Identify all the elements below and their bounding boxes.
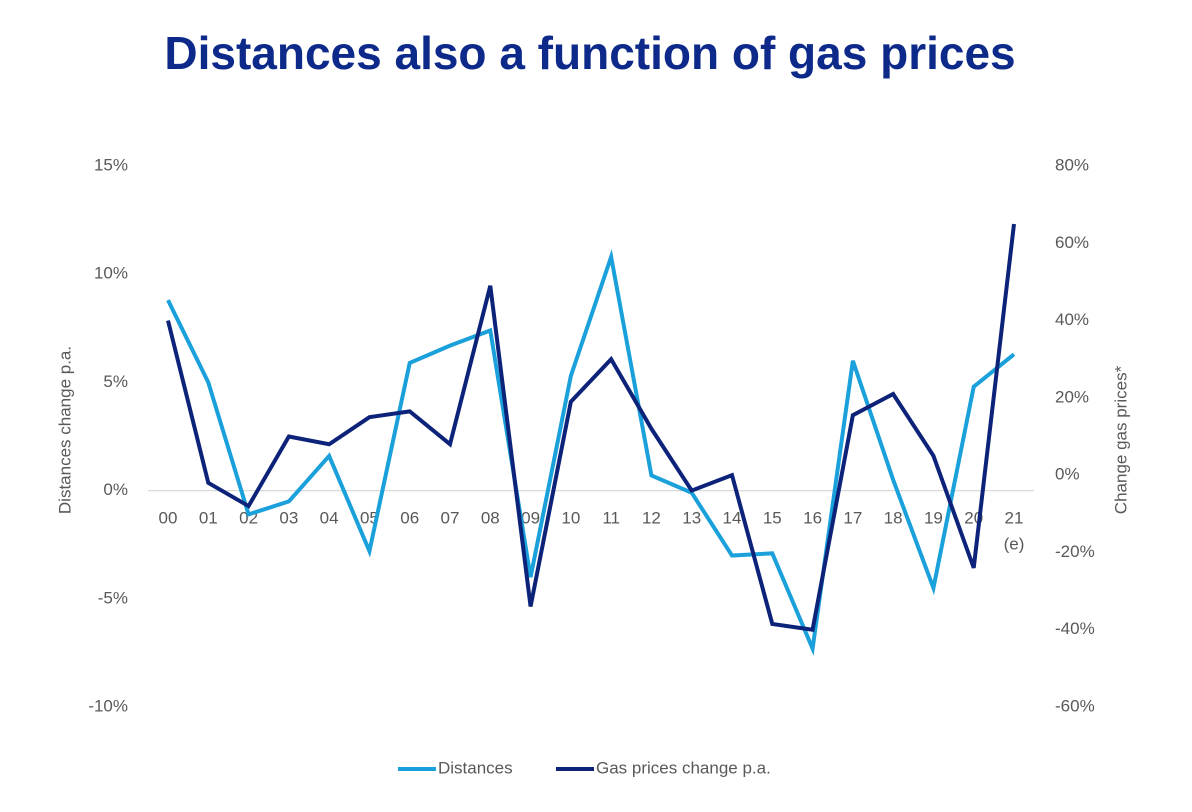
x-tick-label: 03 <box>279 508 298 527</box>
x-tick-note: (e) <box>1004 534 1025 553</box>
x-tick-label: 00 <box>159 508 178 527</box>
x-tick-label: 06 <box>400 508 419 527</box>
legend-label: Gas prices change p.a. <box>596 758 771 777</box>
y2-tick-label: -60% <box>1055 696 1095 715</box>
y2-tick-label: 60% <box>1055 233 1089 252</box>
legend-label: Distances <box>438 758 513 777</box>
y2-tick-label: 20% <box>1055 387 1089 406</box>
x-tick-label: 11 <box>602 508 620 527</box>
x-tick-label: 13 <box>682 508 701 527</box>
x-tick-label: 14 <box>723 508 742 527</box>
x-tick-label: 12 <box>642 508 661 527</box>
y-tick-label: 0% <box>103 480 128 499</box>
y2-tick-label: -20% <box>1055 542 1095 561</box>
y-tick-label: 15% <box>94 155 128 174</box>
x-tick-label: 18 <box>884 508 903 527</box>
series-line <box>166 223 1016 632</box>
y-tick-label: -5% <box>98 588 128 607</box>
x-tick-label: 19 <box>924 508 943 527</box>
x-tick-label: 21 <box>1005 508 1024 527</box>
x-tick-label: 10 <box>561 508 580 527</box>
x-tick-label: 17 <box>843 508 862 527</box>
y-axis-title: Distances change p.a. <box>55 346 74 514</box>
y-tick-label: 5% <box>103 372 128 391</box>
x-tick-label: 15 <box>763 508 782 527</box>
x-tick-label: 04 <box>320 508 339 527</box>
x-tick-label: 08 <box>481 508 500 527</box>
y2-tick-label: 40% <box>1055 310 1089 329</box>
x-tick-label: 16 <box>803 508 822 527</box>
y-tick-label: 10% <box>94 264 128 283</box>
x-tick-label: 07 <box>441 508 460 527</box>
y2-tick-label: 0% <box>1055 465 1080 484</box>
y-tick-label: -10% <box>88 696 128 715</box>
series-line <box>166 248 1016 657</box>
y2-tick-label: -40% <box>1055 619 1095 638</box>
x-tick-label: 09 <box>521 508 540 527</box>
chart-title: Distances also a function of gas prices <box>164 27 1015 79</box>
x-tick-label: 01 <box>199 508 218 527</box>
y2-axis-title: Change gas prices* <box>1111 365 1130 514</box>
y2-tick-label: 80% <box>1055 155 1089 174</box>
